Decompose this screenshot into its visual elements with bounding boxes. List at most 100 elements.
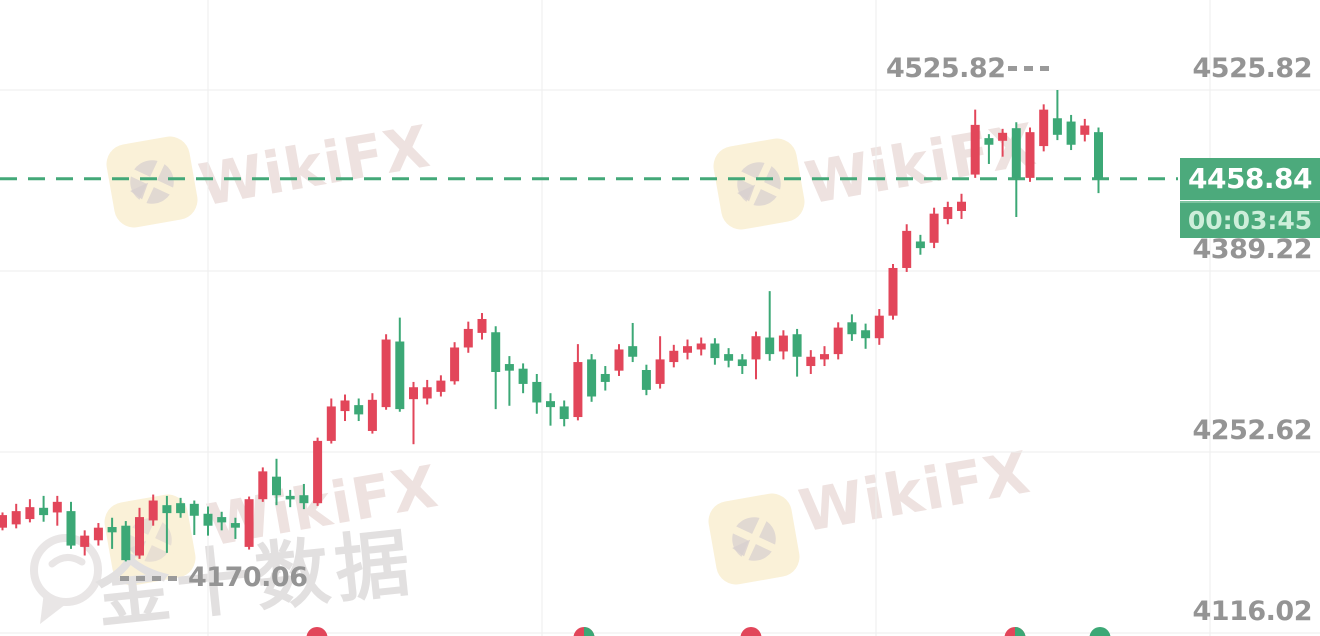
candlestick xyxy=(258,471,268,500)
low-annotation-dashes xyxy=(120,576,182,581)
candlestick xyxy=(230,523,240,528)
event-dot-half xyxy=(1015,627,1026,636)
candlestick xyxy=(121,525,131,561)
y-axis-tick-label: 4525.82 xyxy=(1192,53,1313,84)
candlestick xyxy=(669,350,679,363)
candlestick xyxy=(655,359,665,384)
candlestick xyxy=(409,387,418,400)
candlestick xyxy=(1066,121,1076,145)
candlestick xyxy=(0,515,7,528)
candlestick xyxy=(874,315,884,339)
candlestick xyxy=(820,354,829,360)
candlestick xyxy=(833,327,843,355)
candlestick xyxy=(998,132,1008,141)
candlestick xyxy=(683,346,692,353)
candlestick xyxy=(696,343,706,350)
candlestick xyxy=(491,332,501,372)
candlestick xyxy=(450,347,460,382)
low-price-annotation: 4170.06 xyxy=(188,562,308,593)
candlestick xyxy=(861,330,871,339)
candlestick xyxy=(559,406,569,420)
candlestick xyxy=(313,440,323,504)
candlestick xyxy=(765,337,775,355)
candlestick xyxy=(395,341,405,410)
countdown-badge: 00:03:45 xyxy=(1180,201,1320,238)
candlestick xyxy=(504,364,514,371)
candlestick xyxy=(806,356,816,367)
high-price-annotation: 4525.82 xyxy=(886,53,1006,84)
eagle-logo-icon xyxy=(728,513,780,565)
candlestick xyxy=(162,505,172,514)
candlestick xyxy=(1011,128,1021,178)
candlestick xyxy=(710,343,720,359)
candlestick xyxy=(957,201,966,212)
candlestick xyxy=(148,500,158,521)
candlestick xyxy=(1039,109,1049,147)
candlestick xyxy=(1052,118,1062,135)
candlestick xyxy=(1080,125,1090,135)
candlestick xyxy=(573,362,583,418)
candlestick xyxy=(285,495,295,500)
candlestick xyxy=(326,406,336,441)
candlestick xyxy=(724,354,734,361)
candlestick xyxy=(984,138,994,145)
candlestick xyxy=(628,346,638,357)
candlestick xyxy=(970,124,980,175)
candlestick xyxy=(52,501,62,513)
candlestick xyxy=(176,503,186,514)
event-dot xyxy=(306,627,328,636)
candlestick xyxy=(888,267,898,316)
candlestick xyxy=(929,213,939,243)
wikifx-square-logo xyxy=(103,133,201,231)
wikifx-square-logo xyxy=(710,135,808,233)
candlestick xyxy=(354,405,364,415)
candlestick xyxy=(477,318,487,333)
candlestick xyxy=(11,511,21,525)
candlestick xyxy=(546,401,555,408)
candlestick xyxy=(340,400,350,412)
current-price-badge: 4458.84 xyxy=(1180,158,1320,200)
y-axis-tick-label: 4116.02 xyxy=(1192,596,1313,627)
candlestick xyxy=(600,373,610,382)
candlestick xyxy=(1025,132,1035,178)
eagle-logo-icon xyxy=(733,158,785,210)
candlestick xyxy=(463,328,473,348)
candlestick xyxy=(107,527,117,533)
y-axis-tick-label: 4389.22 xyxy=(1192,234,1313,265)
candlestick xyxy=(244,499,254,547)
candlestick xyxy=(272,476,281,496)
wikifx-square-logo xyxy=(705,490,803,588)
candlestick xyxy=(39,507,49,516)
candlestick xyxy=(915,241,925,249)
candlestick xyxy=(367,399,377,431)
high-annotation-dashes xyxy=(1008,66,1054,71)
event-dot-half xyxy=(584,627,595,636)
candlestick xyxy=(436,380,446,392)
candlestick xyxy=(737,359,747,367)
candlestick xyxy=(587,359,597,397)
candlestick xyxy=(614,349,624,371)
y-axis-tick-label: 4252.62 xyxy=(1192,415,1313,446)
candlestick xyxy=(902,230,912,268)
candlestick xyxy=(25,507,35,520)
candlestick xyxy=(1094,132,1103,179)
event-dot xyxy=(1089,627,1111,636)
candlestick xyxy=(847,322,857,335)
candlestick xyxy=(189,503,199,516)
candlestick xyxy=(422,387,432,399)
candlestick xyxy=(518,368,528,384)
candlestick xyxy=(135,517,144,556)
candlestick xyxy=(943,207,953,219)
candlestick xyxy=(751,336,761,360)
candlestick xyxy=(532,381,542,403)
candlestick xyxy=(641,370,651,390)
candlestick xyxy=(93,527,103,541)
jinshi-circle-logo xyxy=(26,530,106,634)
candlestick xyxy=(203,513,213,526)
candlestick xyxy=(80,535,90,547)
candlestick xyxy=(217,517,227,523)
candlestick xyxy=(381,339,391,408)
event-dot xyxy=(740,627,762,636)
